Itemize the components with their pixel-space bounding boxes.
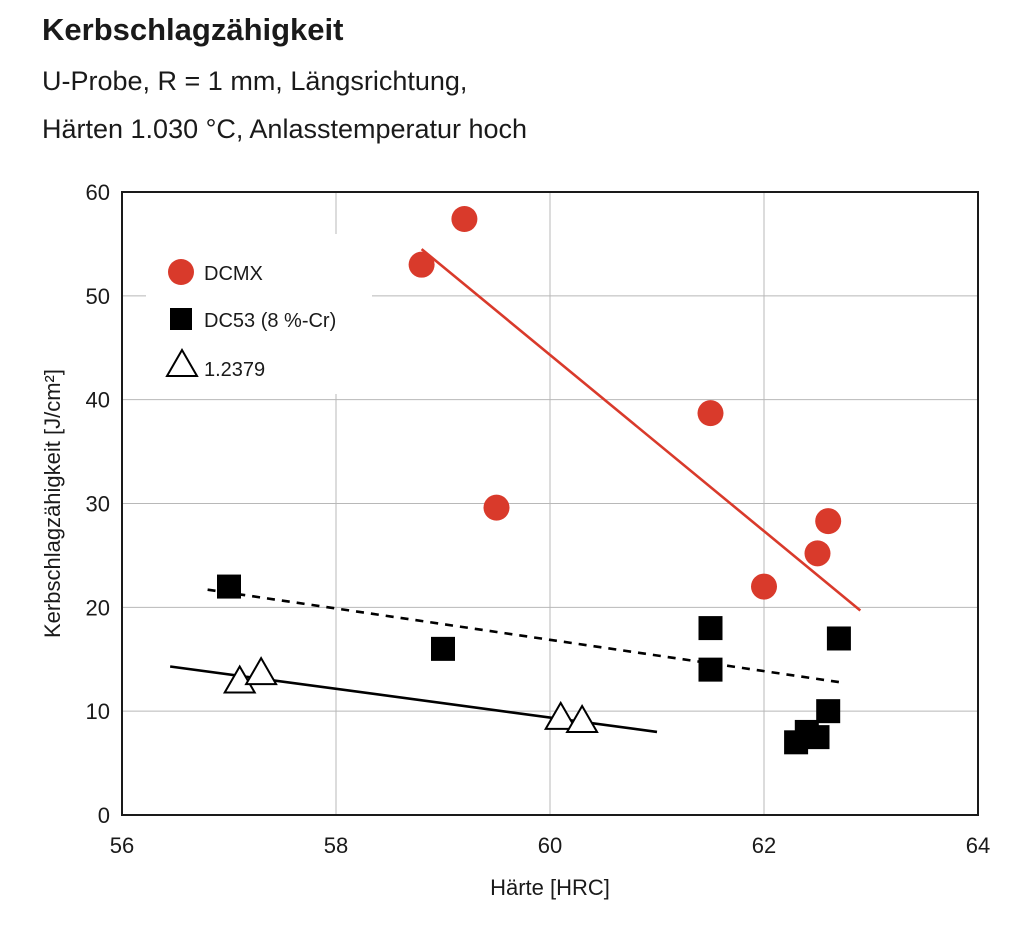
dc53-point: [826, 626, 851, 651]
y-tick-label: 60: [86, 180, 110, 205]
dcmx-point: [451, 205, 478, 232]
dc53-point: [698, 657, 723, 682]
legend-marker-12379: [165, 347, 199, 377]
legend-label-12379: 1.2379: [204, 359, 265, 381]
steel-12379-point: [222, 664, 257, 694]
dc53-point: [784, 730, 809, 755]
dc53-point: [431, 636, 455, 661]
legend-marker-dc53: [170, 308, 192, 330]
x-tick-label: 58: [324, 833, 348, 858]
y-tick-label: 10: [86, 699, 110, 724]
dcmx-point: [483, 494, 510, 521]
y-tick-label: 0: [98, 803, 110, 828]
plot-frame: [121, 191, 979, 816]
x-tick-label: 64: [966, 833, 990, 858]
steel-12379-point: [244, 656, 278, 686]
dc53-point: [217, 574, 241, 599]
dcmx-point: [751, 573, 777, 600]
chart-title: Kerbschlagzähigkeit: [42, 12, 344, 47]
trend-line-series-0: [420, 248, 862, 612]
x-tick-label: 60: [538, 833, 562, 858]
legend-label-dcmx: DCMX: [204, 263, 263, 285]
legend-marker-dcmx: [168, 259, 194, 285]
y-tick-label: 40: [86, 388, 110, 413]
data-points: [217, 205, 851, 755]
chart-subtitle-line2: Härten 1.030 °C, Anlasstemperatur hoch: [42, 114, 528, 144]
dc53-point: [805, 725, 830, 750]
steel-12379-point: [565, 703, 599, 733]
steel-12379-point: [543, 700, 578, 730]
dcmx-point: [697, 400, 724, 427]
y-axis-label: Kerbschlagzähigkeit [J/cm²]: [40, 369, 65, 638]
chart-subtitle-line1: U-Probe, R = 1 mm, Längsrichtung,: [42, 66, 468, 96]
y-axis-ticks: 0 10 20 30 40 50 60: [86, 180, 110, 828]
x-tick-label: 56: [110, 833, 134, 858]
trend-line-series-1: [207, 588, 840, 684]
dc53-point: [698, 616, 723, 641]
dcmx-point: [804, 540, 831, 567]
dcmx-point: [408, 251, 435, 278]
y-tick-label: 30: [86, 492, 110, 517]
x-axis-ticks: 56 58 60 62 64: [110, 833, 990, 858]
legend: DCMX DC53 (8 %-Cr) 1.2379: [146, 234, 372, 394]
y-tick-label: 20: [86, 595, 110, 620]
x-axis-label: Härte [HRC]: [490, 875, 610, 900]
dc53-point: [816, 699, 841, 724]
dcmx-point: [815, 508, 842, 535]
y-tick-label: 50: [86, 284, 110, 309]
legend-label-dc53: DC53 (8 %-Cr): [204, 310, 336, 332]
x-tick-label: 62: [752, 833, 776, 858]
